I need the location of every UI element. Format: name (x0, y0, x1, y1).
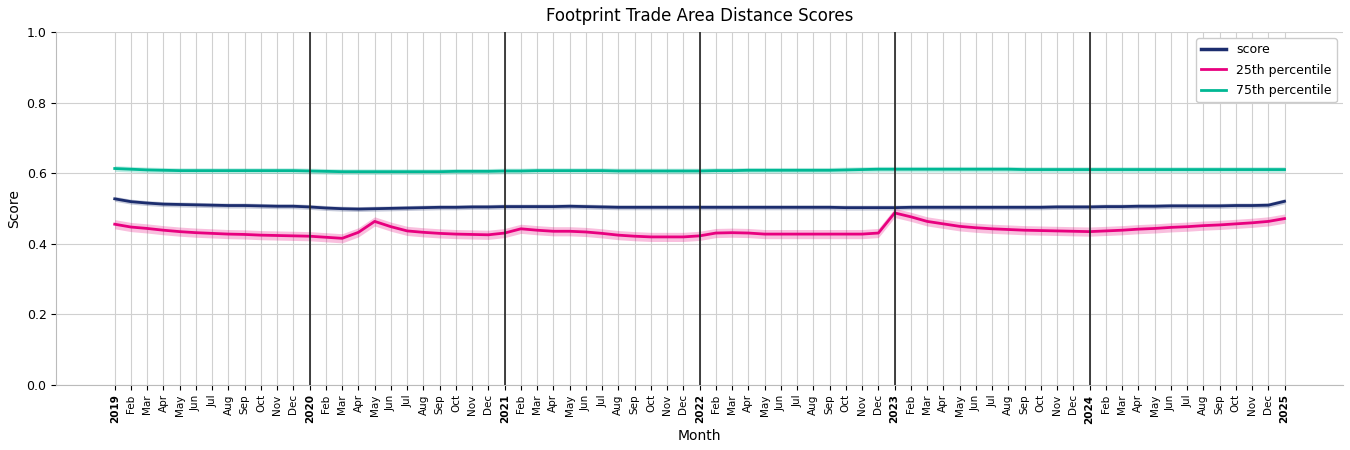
Title: Footprint Trade Area Distance Scores: Footprint Trade Area Distance Scores (545, 7, 853, 25)
Y-axis label: Score: Score (7, 189, 22, 228)
Legend: score, 25th percentile, 75th percentile: score, 25th percentile, 75th percentile (1196, 38, 1336, 102)
X-axis label: Month: Month (678, 429, 721, 443)
